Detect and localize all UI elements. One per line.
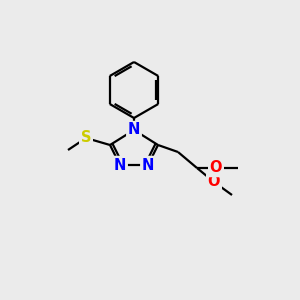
Text: O: O (210, 160, 222, 175)
Text: N: N (128, 122, 140, 137)
Text: S: S (81, 130, 91, 146)
Text: O: O (208, 175, 220, 190)
Text: N: N (114, 158, 126, 172)
Text: N: N (142, 158, 154, 172)
